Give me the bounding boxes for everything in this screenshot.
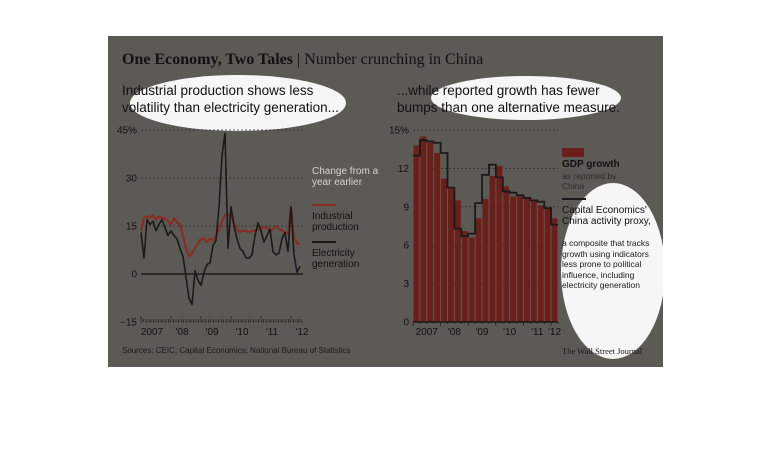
industrial-production-line xyxy=(140,205,300,258)
gdp-growth-bar xyxy=(503,186,510,322)
gdp-growth-bar xyxy=(510,196,517,322)
activity-proxy-line xyxy=(413,139,558,238)
gdp-growth-bar xyxy=(441,178,447,322)
legend-change-note: Change from a year earlier xyxy=(312,166,379,188)
gdp-growth-bar xyxy=(544,208,551,322)
left-x-tick-label: '11 xyxy=(266,327,279,338)
gdp-growth-bar xyxy=(461,231,468,322)
right-chart-heading: ...while reported growth has fewer bumps… xyxy=(397,83,620,115)
left-x-tick-label: '08 xyxy=(175,327,188,338)
right-x-tick-label: '12 xyxy=(548,327,561,338)
gdp-growth-bar xyxy=(434,153,441,322)
right-x-tick-label: '08 xyxy=(448,327,461,338)
right-y-tick-label: 6 xyxy=(403,241,409,252)
right-x-tick-label: 2007 xyxy=(416,327,439,338)
legend-industrial-label: Industrial production xyxy=(312,211,359,233)
right-x-tick-label: '10 xyxy=(503,327,516,338)
gdp-growth-bar xyxy=(448,187,454,322)
legend-gdp-note: as reported by China xyxy=(562,171,617,191)
right-y-tick-label: 9 xyxy=(403,202,409,213)
gdp-growth-bar xyxy=(551,218,558,322)
gdp-growth-bar xyxy=(537,205,544,322)
right-y-tick-label: 12 xyxy=(398,164,410,175)
gdp-growth-bar xyxy=(468,237,475,322)
legend-proxy-label: Capital Economics' China activity proxy, xyxy=(562,205,651,227)
left-y-tick-label: 0 xyxy=(131,270,137,281)
gdp-growth-bar xyxy=(475,218,482,322)
left-x-tick-label: '12 xyxy=(295,327,308,338)
highlight-right-heading xyxy=(431,76,621,120)
gdp-growth-bar xyxy=(517,196,523,322)
right-y-tick-label: 0 xyxy=(403,318,409,329)
gdp-growth-bar xyxy=(482,199,489,322)
gdp-growth-bar xyxy=(420,136,427,322)
gdp-growth-bar xyxy=(413,145,420,322)
gdp-growth-bar xyxy=(427,142,434,322)
left-line-chart: −15 0 15 30 45% 2007 '08 '09 '10 '11 '12 xyxy=(117,126,309,339)
gdp-growth-bar xyxy=(530,200,537,322)
publisher-credit: The Wall Street Journal xyxy=(562,346,643,356)
chart-title-row: One Economy, Two Tales | Number crunchin… xyxy=(122,51,483,69)
legend-electricity-label: Electricity generation xyxy=(312,248,360,270)
right-bar-chart: 0 3 6 9 12 15% 2007 '08 '09 '10 '11 '12 xyxy=(389,126,562,339)
title-separator: | xyxy=(297,51,301,68)
highlight-right-legend xyxy=(561,183,663,359)
right-y-tick-label: 3 xyxy=(403,279,409,290)
left-x-tick-label: '10 xyxy=(235,327,248,338)
left-chart-heading: Industrial production shows less volatil… xyxy=(122,83,339,115)
gdp-growth-bar xyxy=(524,197,530,322)
right-x-tick-label: '09 xyxy=(476,327,489,338)
legend-gdp-swatch xyxy=(562,148,584,157)
electricity-generation-line xyxy=(140,132,301,306)
chart-sources: Sources: CEIC; Capital Economics; Nation… xyxy=(122,346,351,355)
gdp-growth-bar xyxy=(496,165,503,322)
page-subtitle: Number crunching in China xyxy=(304,51,484,68)
legend-gdp-label: GDP growth xyxy=(562,159,620,170)
left-y-tick-label: −15 xyxy=(120,318,137,329)
gdp-growth-bar xyxy=(489,176,496,322)
legend-proxy-note: a composite that tracks growth using ind… xyxy=(562,238,650,290)
chart-panel: −15 0 15 30 45% 2007 '08 '09 '10 '11 '12 0 3 6 9 12 15… xyxy=(108,36,663,367)
page-title: One Economy, Two Tales xyxy=(122,51,293,68)
left-y-tick-label: 45% xyxy=(117,126,137,137)
left-y-tick-label: 15 xyxy=(126,222,138,233)
gdp-growth-bar xyxy=(454,200,461,322)
right-y-tick-label: 15% xyxy=(389,126,409,137)
left-y-tick-label: 30 xyxy=(126,174,138,185)
left-x-tick-label: '09 xyxy=(205,327,218,338)
right-x-tick-label: '11 xyxy=(531,327,544,338)
highlight-left-heading xyxy=(130,75,346,131)
left-x-tick-label: 2007 xyxy=(141,327,164,338)
chart-canvas: −15 0 15 30 45% 2007 '08 '09 '10 '11 '12 0 3 6 9 12 15… xyxy=(117,75,663,359)
